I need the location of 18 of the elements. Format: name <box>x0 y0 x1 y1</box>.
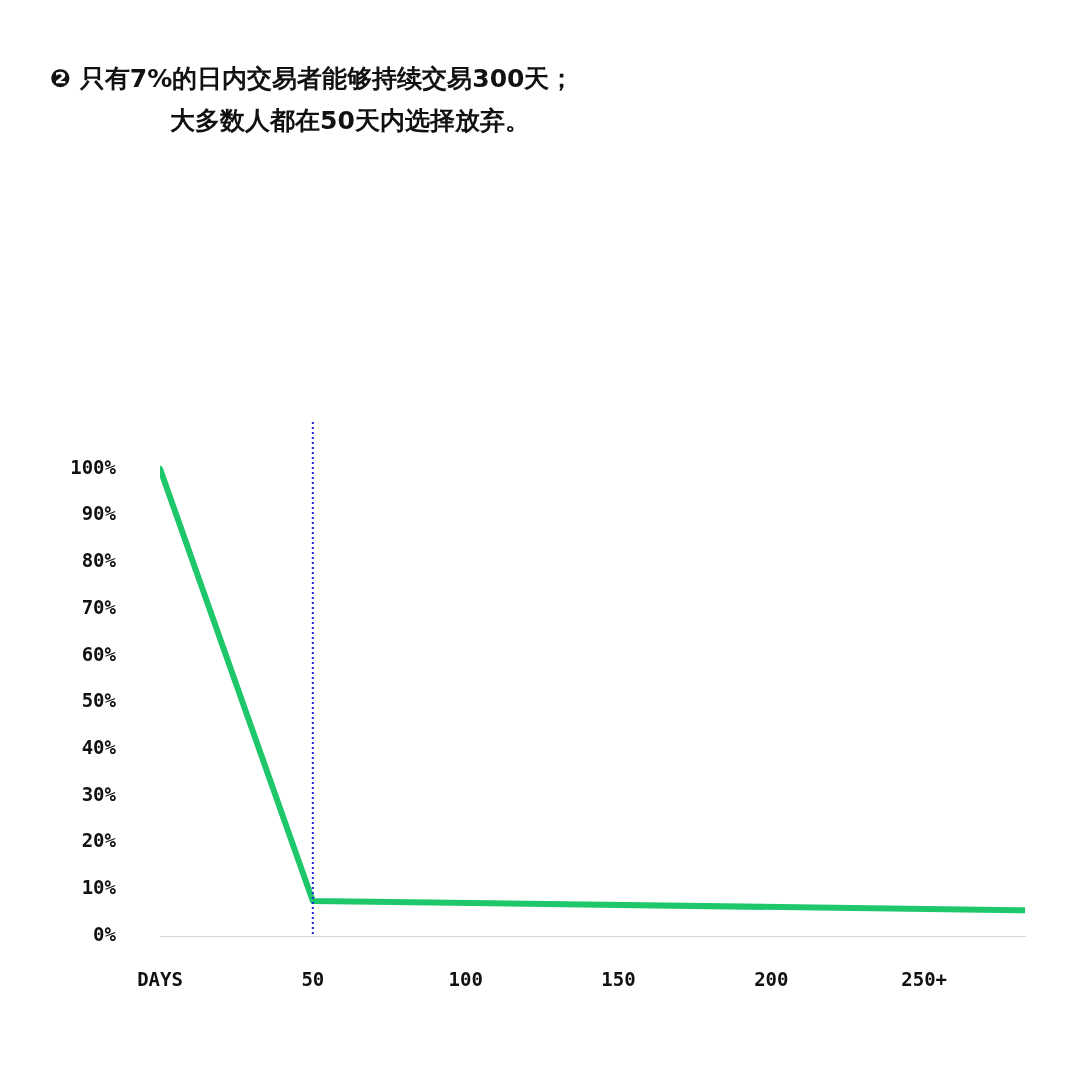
y-tick-label: 80% <box>81 549 117 572</box>
chart-title: ❷ 只有7%的日内交易者能够持续交易300天；大多数人都在50天内选择放弃。 <box>50 63 576 137</box>
y-tick-label: 90% <box>81 502 117 525</box>
x-tick-label: 100 <box>448 968 483 991</box>
y-tick-label: 40% <box>81 736 117 759</box>
y-tick-label: 70% <box>81 595 117 618</box>
y-tick-label: 30% <box>81 782 117 805</box>
y-tick-label: 10% <box>81 876 117 899</box>
x-tick-label: 150 <box>601 968 636 991</box>
x-tick-label: 200 <box>754 968 789 991</box>
y-tick-label: 0% <box>93 922 117 945</box>
x-tick-label: 50 <box>301 968 325 991</box>
y-tick-label: 100% <box>70 455 117 478</box>
y-tick-label: 60% <box>81 642 117 665</box>
y-tick-label: 20% <box>81 829 117 852</box>
y-tick-label: 50% <box>81 689 117 712</box>
x-tick-label: 250+ <box>901 968 948 991</box>
x-tick-label: DAYS <box>137 968 183 991</box>
